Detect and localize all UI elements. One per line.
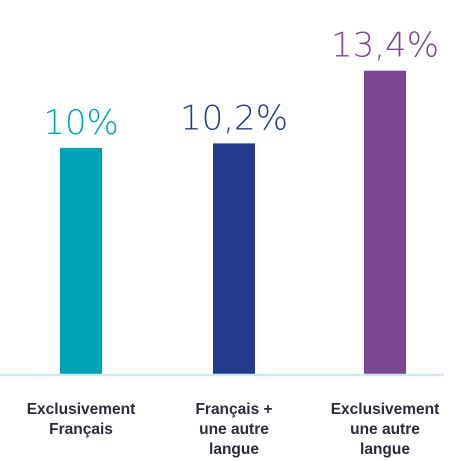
category-label-line: Exclusivement — [27, 401, 136, 418]
bar-2 — [213, 143, 255, 375]
category-label-line: langue — [209, 441, 259, 458]
category-label-line: une autre — [350, 421, 420, 438]
category-label-2: Français + une autre langue — [195, 401, 272, 458]
category-label-line: une autre — [199, 421, 269, 438]
category-labels-layer: Exclusivement Français Français + une autre… — [27, 401, 440, 458]
category-label-3: Exclusivement une autre langue — [331, 401, 440, 458]
category-label-line: Français + — [195, 401, 272, 418]
value-label-2: 10,2% — [180, 98, 288, 138]
category-label-line: langue — [360, 441, 410, 458]
category-label-1: Exclusivement Français — [27, 401, 136, 438]
bars-layer — [60, 70, 406, 375]
value-labels-layer: 10% 10,2% 13,4% — [43, 26, 439, 143]
bar-3 — [364, 70, 406, 375]
category-label-line: Exclusivement — [331, 401, 440, 418]
value-label-1: 10% — [43, 103, 119, 143]
bar-1 — [60, 147, 102, 375]
value-label-3: 13,4% — [331, 26, 439, 66]
category-label-line: Français — [49, 421, 113, 438]
